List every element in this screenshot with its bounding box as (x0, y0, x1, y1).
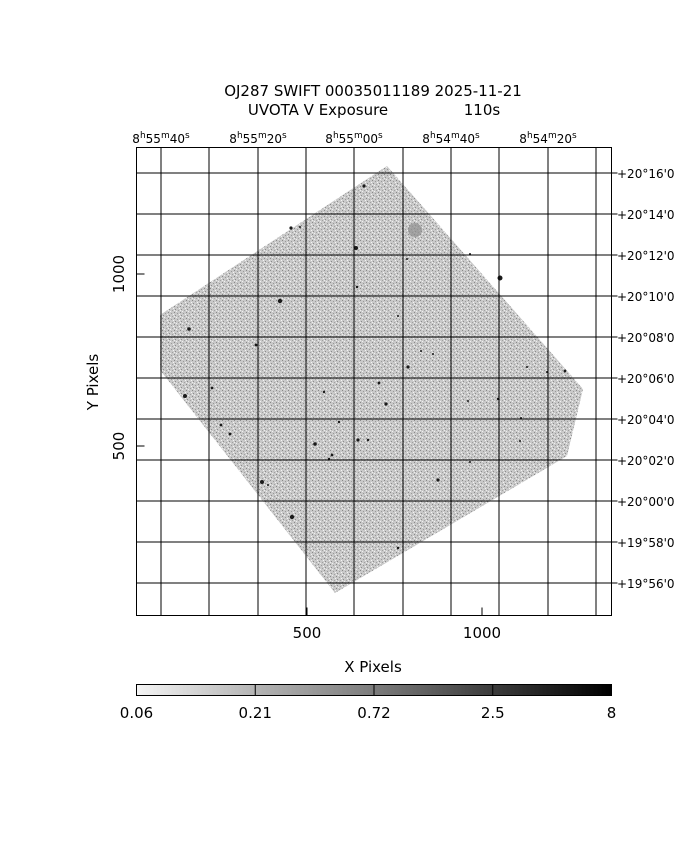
star (299, 226, 301, 228)
star (362, 184, 366, 188)
star (219, 423, 223, 427)
star (467, 400, 469, 402)
dec-label: +20°04'0 (617, 413, 675, 427)
star (183, 394, 187, 398)
star (277, 298, 283, 304)
star (313, 442, 317, 446)
y-tick-label: 1000 (110, 255, 128, 293)
x-axis-label: X Pixels (344, 658, 402, 676)
title-line2-value: 110s (464, 101, 501, 119)
star (406, 258, 408, 260)
dec-label: +19°56'0 (617, 577, 675, 591)
star (289, 226, 293, 230)
star (519, 440, 521, 442)
dec-axis-labels: +20°16'0 +20°14'0 +20°12'0 +20°10'0 +20°08'0… (611, 167, 675, 591)
pixel-axis-ticks: 500 1000 500 1000 (110, 255, 501, 642)
dec-label: +19°58'0 (617, 536, 675, 550)
dec-label: +20°08'0 (617, 331, 675, 345)
star (210, 386, 214, 390)
star (469, 461, 471, 463)
dec-label: +20°16'0 (617, 167, 675, 181)
x-tick-label: 1000 (463, 624, 501, 642)
star (366, 438, 370, 442)
star (526, 366, 528, 368)
ra-label: 8h55m00s (325, 131, 383, 146)
ra-label: 8h54m20s (519, 131, 577, 146)
ra-label: 8h55m20s (229, 131, 287, 146)
x-tick-label: 500 (293, 624, 322, 642)
colorbar-ticks: 0.06 0.21 0.72 2.5 8 (120, 684, 617, 722)
star (420, 350, 422, 352)
star (289, 514, 295, 520)
dec-label: +20°06'0 (617, 372, 675, 386)
star (267, 484, 269, 486)
star (322, 390, 326, 394)
star (337, 420, 341, 424)
ra-label: 8h55m40s (132, 131, 190, 146)
star (396, 546, 400, 550)
star (260, 480, 264, 484)
ra-axis-labels: 8h55m40s 8h55m20s 8h55m00s 8h54m40s 8h54m20s (132, 131, 577, 146)
colorbar-tick-label: 2.5 (481, 704, 505, 722)
colorbar-tick-label: 0.72 (357, 704, 390, 722)
colorbar-tick-label: 8 (607, 704, 617, 722)
bright-source (408, 223, 422, 237)
dec-label: +20°12'0 (617, 249, 675, 263)
star (397, 315, 399, 317)
title-line2-label: UVOTA V Exposure (248, 101, 388, 119)
plot-frame (136, 147, 612, 616)
star (384, 402, 388, 406)
star (254, 343, 258, 347)
dec-label: +20°00'0 (617, 495, 675, 509)
star (330, 453, 334, 457)
title-line1: OJ287 SWIFT 00035011189 2025-11-21 (224, 82, 522, 100)
star (354, 246, 358, 250)
exposure-image (160, 166, 583, 593)
ra-label: 8h54m40s (422, 131, 480, 146)
y-axis-label: Y Pixels (84, 354, 102, 412)
colorbar-tick-label: 0.06 (120, 704, 153, 722)
coordinate-grid (136, 147, 612, 616)
dec-label: +20°14'0 (617, 208, 675, 222)
star (187, 327, 191, 331)
star (355, 285, 359, 289)
colorbar-tick-label: 0.21 (239, 704, 272, 722)
dec-label: +20°10'0 (617, 290, 675, 304)
star (228, 432, 232, 436)
star (432, 353, 434, 355)
star (356, 438, 360, 442)
star (436, 478, 440, 482)
star (406, 365, 410, 369)
dec-label: +20°02'0 (617, 454, 675, 468)
y-tick-label: 500 (110, 432, 128, 461)
star (497, 275, 503, 281)
star (563, 369, 567, 373)
star (377, 381, 381, 385)
